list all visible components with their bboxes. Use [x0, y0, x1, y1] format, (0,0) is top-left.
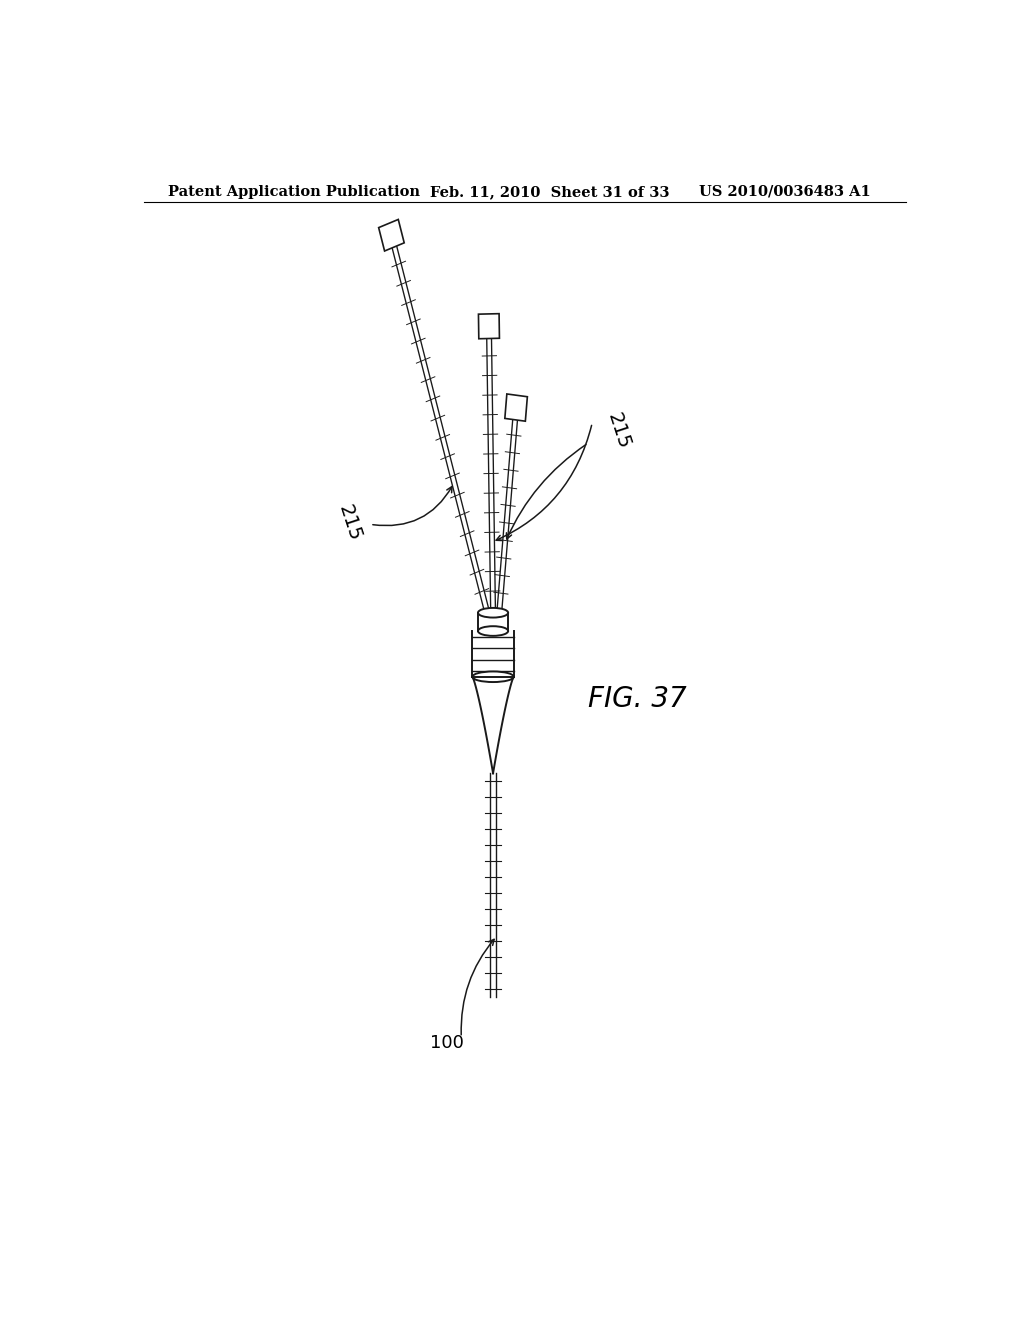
- Polygon shape: [478, 314, 500, 339]
- Text: FIG. 37: FIG. 37: [588, 685, 687, 713]
- Text: US 2010/0036483 A1: US 2010/0036483 A1: [699, 185, 871, 199]
- Text: 100: 100: [430, 1034, 464, 1052]
- Polygon shape: [505, 393, 527, 421]
- Text: 215: 215: [604, 411, 634, 451]
- Ellipse shape: [472, 672, 514, 682]
- Text: Feb. 11, 2010  Sheet 31 of 33: Feb. 11, 2010 Sheet 31 of 33: [430, 185, 669, 199]
- Text: Patent Application Publication: Patent Application Publication: [168, 185, 420, 199]
- Ellipse shape: [478, 626, 508, 636]
- Ellipse shape: [478, 609, 508, 618]
- Polygon shape: [379, 219, 404, 251]
- Text: 215: 215: [334, 502, 364, 544]
